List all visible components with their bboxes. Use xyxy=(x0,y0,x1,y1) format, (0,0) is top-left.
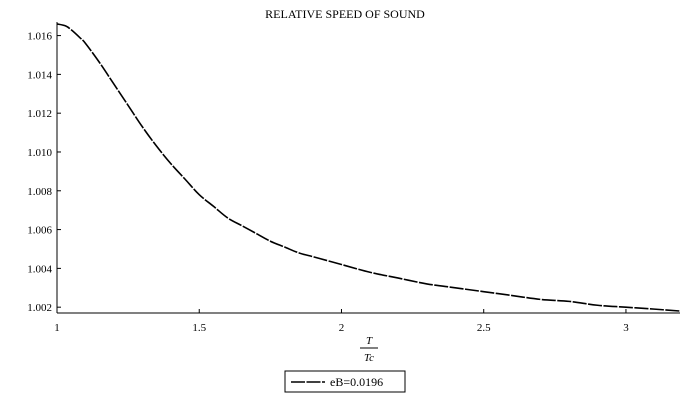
x-axis-label-numerator: T xyxy=(366,335,373,347)
y-tick-label: 1.006 xyxy=(27,225,52,237)
x-tick-label: 2.5 xyxy=(477,322,491,334)
y-tick-label: 1.010 xyxy=(27,147,52,159)
y-tick-label: 1.008 xyxy=(27,186,52,198)
legend-box xyxy=(284,370,406,393)
x-axis-label: T Tc xyxy=(360,335,378,364)
y-tick-label: 1.002 xyxy=(27,302,52,314)
chart-title: RELATIVE SPEED OF SOUND xyxy=(265,7,425,21)
y-tick-label: 1.012 xyxy=(27,108,52,120)
x-axis-label-denominator: Tc xyxy=(364,352,374,364)
legend-label: eB=0.0196 xyxy=(330,375,383,389)
y-tick-label: 1.004 xyxy=(27,263,52,275)
series-line-eb xyxy=(56,23,681,312)
x-tick-label: 1 xyxy=(54,322,60,334)
y-axis-ticks: 1.002 1.004 1.006 1.008 1.010 1.012 1.014 1.016 xyxy=(27,31,61,314)
x-tick-label: 1.5 xyxy=(192,322,206,334)
x-tick-label: 2 xyxy=(339,322,345,334)
x-axis-ticks: 1 1.5 2 2.5 3 xyxy=(54,309,629,334)
y-tick-label: 1.014 xyxy=(27,69,52,81)
y-tick-label: 1.016 xyxy=(27,31,52,43)
legend: eB=0.0196 xyxy=(284,370,406,393)
x-tick-label: 3 xyxy=(623,322,629,334)
